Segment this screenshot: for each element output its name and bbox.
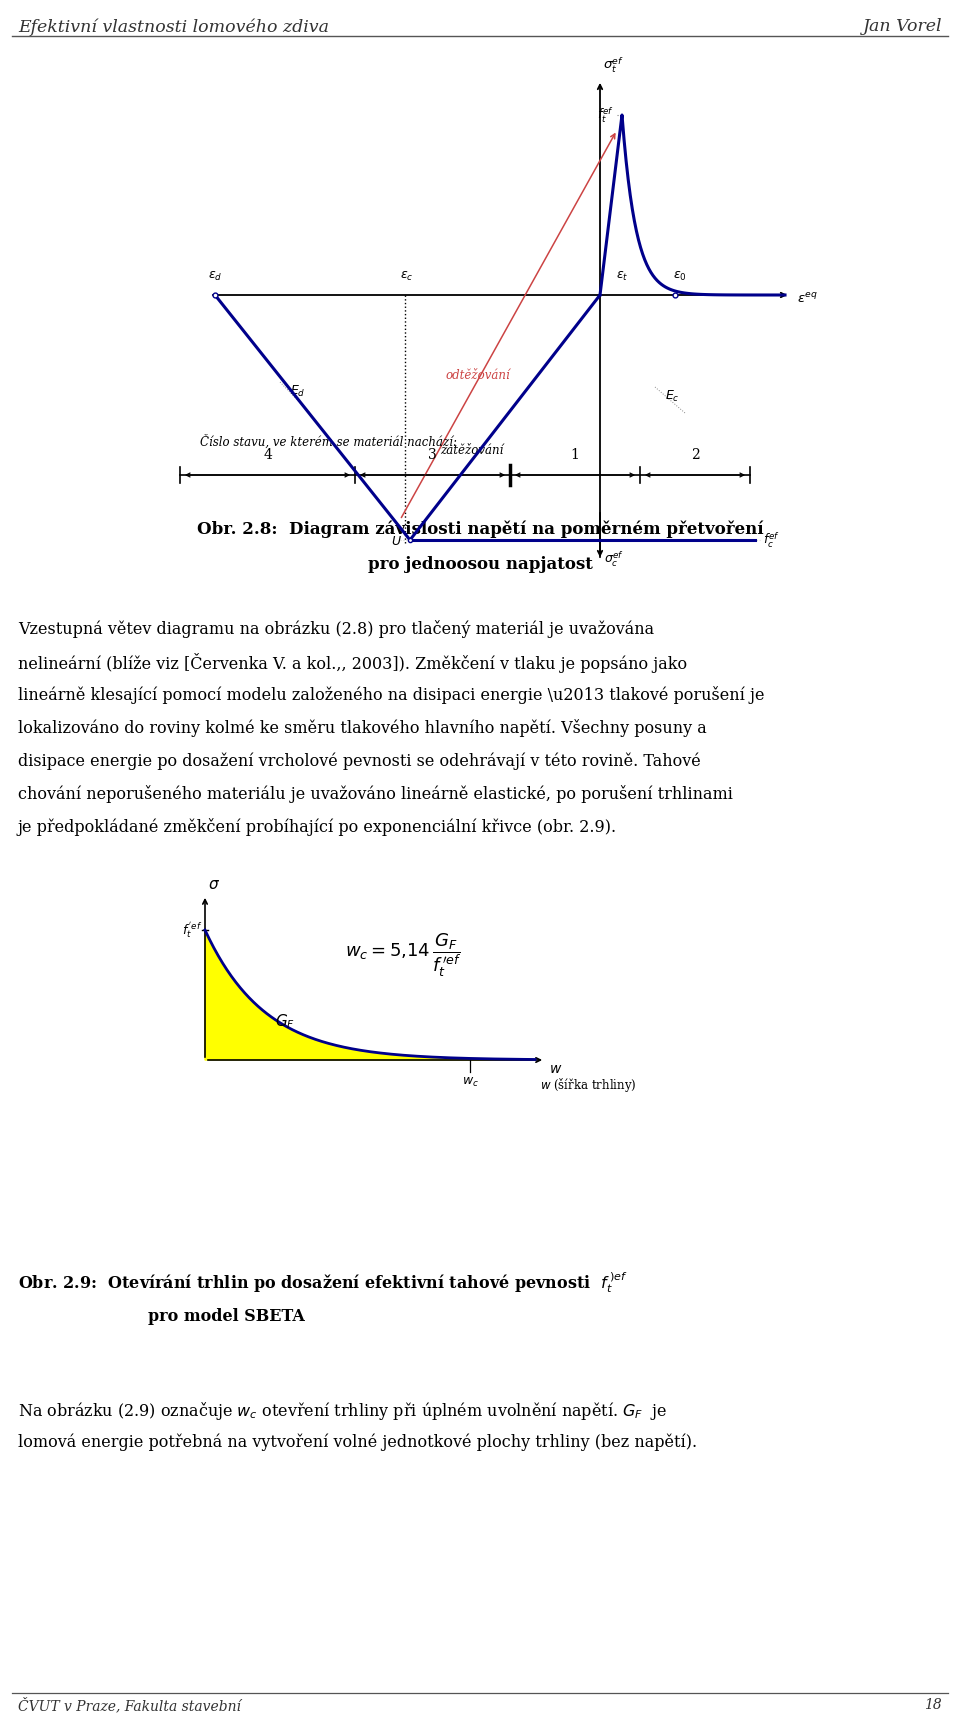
Text: Na obrázku (2.9) označuje $w_c$ otevření trhliny při úplném uvolnění napětí. $G_: Na obrázku (2.9) označuje $w_c$ otevření…	[18, 1399, 667, 1422]
Text: chování neporušeného materiálu je uvažováno lineárně elastické, po porušení trhl: chování neporušeného materiálu je uvažov…	[18, 786, 732, 803]
Text: ČVUT v Praze, Fakulta stavební: ČVUT v Praze, Fakulta stavební	[18, 1698, 241, 1714]
Text: $\varepsilon_c$: $\varepsilon_c$	[400, 270, 414, 284]
Text: $E_c$: $E_c$	[665, 388, 680, 404]
Text: 3: 3	[428, 449, 437, 462]
Text: Číslo stavu, ve kterém se materiál nachází:: Číslo stavu, ve kterém se materiál nachá…	[200, 435, 457, 449]
Text: $G_F$: $G_F$	[275, 1012, 295, 1031]
Text: Jan Vorel: Jan Vorel	[862, 17, 942, 34]
Text: 1: 1	[570, 449, 580, 462]
Text: disipace energie po dosažení vrcholové pevnosti se odehrávají v této rovině. Tah: disipace energie po dosažení vrcholové p…	[18, 751, 701, 770]
Text: pro model SBETA: pro model SBETA	[148, 1308, 305, 1325]
Text: $w$ (šířka trhliny): $w$ (šířka trhliny)	[540, 1076, 636, 1093]
Text: odtěžování: odtěžování	[445, 368, 510, 382]
Text: 2: 2	[690, 449, 700, 462]
Text: lokalizováno do roviny kolmé ke směru tlakového hlavního napětí. Všechny posuny : lokalizováno do roviny kolmé ke směru tl…	[18, 719, 707, 737]
Text: $f_t^{\,'ef}$: $f_t^{\,'ef}$	[181, 920, 202, 940]
Text: $\sigma_c^{ef}$: $\sigma_c^{ef}$	[604, 550, 624, 569]
Text: $\varepsilon^{eq}$: $\varepsilon^{eq}$	[797, 292, 818, 306]
Text: zatěžování: zatěžování	[440, 444, 503, 457]
Text: $\sigma_t^{ef}$: $\sigma_t^{ef}$	[603, 55, 624, 76]
Text: pro jednoosou napjatost: pro jednoosou napjatost	[368, 555, 592, 572]
Text: 18: 18	[924, 1698, 942, 1712]
Text: $f_t^{ef}$: $f_t^{ef}$	[597, 105, 614, 125]
Text: $E_d$: $E_d$	[290, 383, 305, 399]
Text: $\varepsilon_t$: $\varepsilon_t$	[615, 270, 628, 284]
Text: $f_c^{ef}$: $f_c^{ef}$	[763, 529, 780, 550]
Text: lineárně klesající pomocí modelu založeného na disipaci energie \u2013 tlakové p: lineárně klesající pomocí modelu založen…	[18, 686, 764, 705]
Text: nelineární (blíže viz [Červenka V. a kol.,, 2003]). Změkčení v tlaku je popsáno : nelineární (blíže viz [Červenka V. a kol…	[18, 653, 687, 674]
Text: Efektivní vlastnosti lomového zdiva: Efektivní vlastnosti lomového zdiva	[18, 17, 329, 36]
Text: $w_c$: $w_c$	[462, 1076, 478, 1090]
Text: lomová energie potřebná na vytvoření volné jednotkové plochy trhliny (bez napětí: lomová energie potřebná na vytvoření vol…	[18, 1434, 697, 1451]
Text: Obr. 2.8:  Diagram závislosti napětí na poměrném přetvoření: Obr. 2.8: Diagram závislosti napětí na p…	[197, 521, 763, 538]
Text: Vzestupná větev diagramu na obrázku (2.8) pro tlačený materiál je uvažována: Vzestupná větev diagramu na obrázku (2.8…	[18, 621, 654, 638]
Text: 4: 4	[263, 449, 272, 462]
Text: $\varepsilon_d$: $\varepsilon_d$	[207, 270, 222, 284]
Text: $\varepsilon_0$: $\varepsilon_0$	[673, 270, 686, 284]
Text: $U$: $U$	[391, 535, 402, 548]
Text: $\sigma$: $\sigma$	[208, 878, 220, 892]
Text: Obr. 2.9:  Otevírání trhlin po dosažení efektivní tahové pevnosti  $f_t^{\,)ef}$: Obr. 2.9: Otevírání trhlin po dosažení e…	[18, 1270, 628, 1294]
Text: je předpokládané změkčení probíhající po exponenciální křivce (obr. 2.9).: je předpokládané změkčení probíhající po…	[18, 818, 617, 835]
Text: $w_c = 5{,}14\,\dfrac{G_F}{f_t^{\,\prime ef}}$: $w_c = 5{,}14\,\dfrac{G_F}{f_t^{\,\prime…	[345, 932, 461, 978]
Polygon shape	[205, 930, 535, 1061]
Text: $w$: $w$	[549, 1062, 563, 1076]
